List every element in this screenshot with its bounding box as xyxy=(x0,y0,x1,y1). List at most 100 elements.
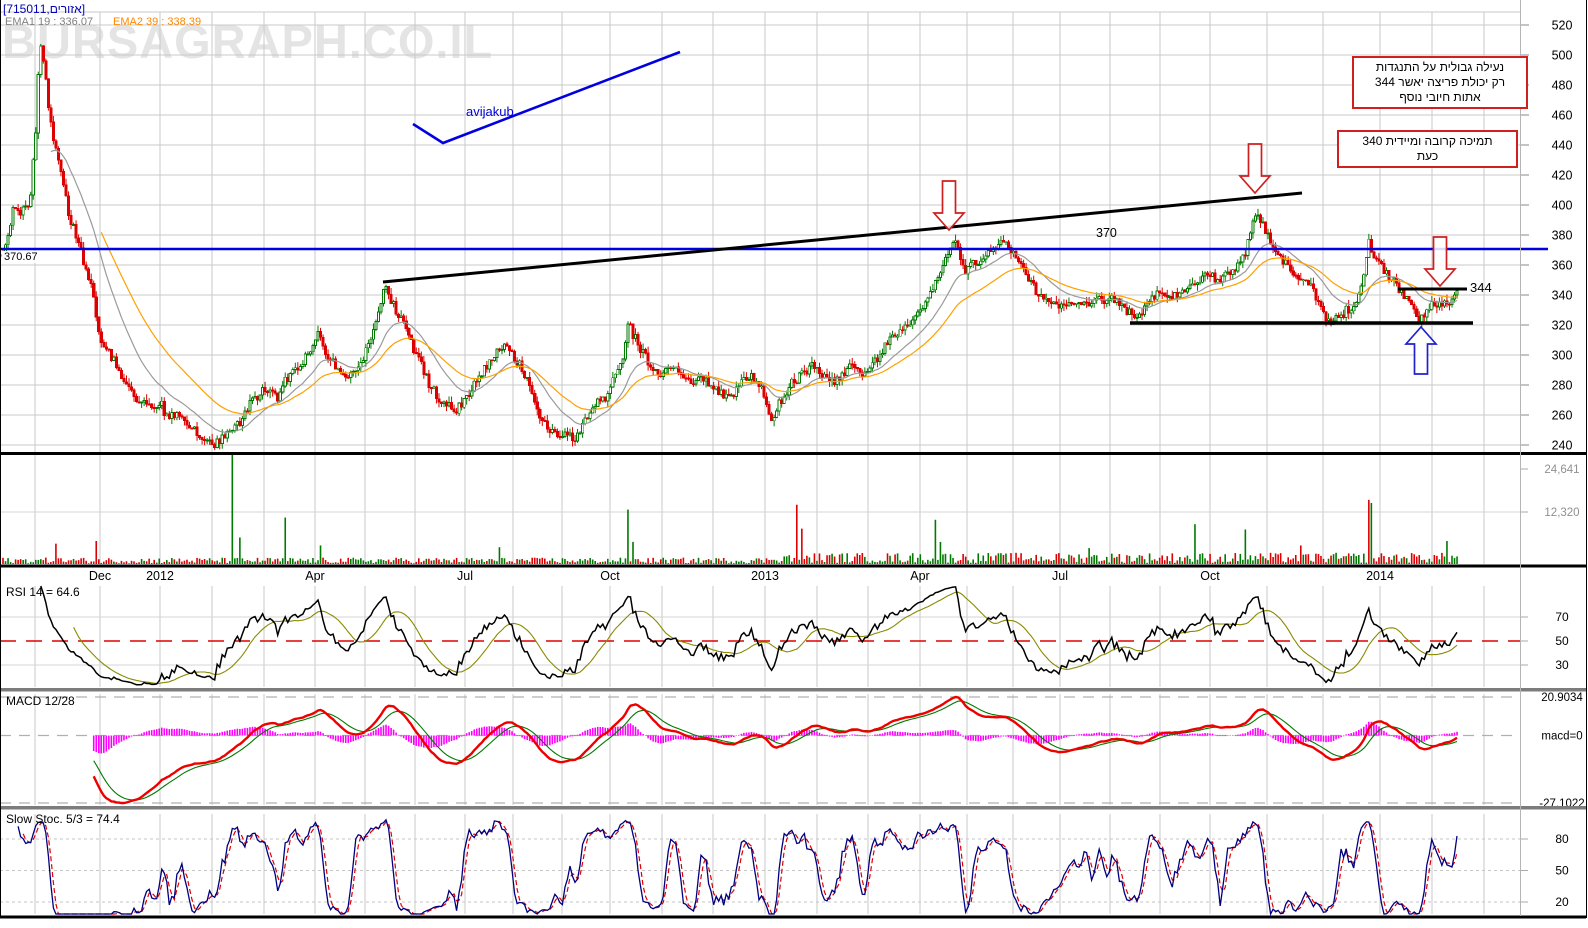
macd-histogram-bar xyxy=(634,726,637,736)
macd-histogram-bar xyxy=(871,735,874,736)
volume-bar xyxy=(1126,555,1128,564)
volume-bar xyxy=(279,561,281,564)
macd-histogram-bar xyxy=(939,731,942,736)
candle-body xyxy=(702,375,706,382)
candle-body xyxy=(1074,302,1079,305)
macd-histogram-bar xyxy=(962,735,964,737)
macd-histogram-bar xyxy=(670,735,672,741)
volume-bar xyxy=(385,561,387,564)
macd-histogram-bar xyxy=(1292,735,1295,745)
candle-body xyxy=(36,74,40,134)
candle-body xyxy=(1190,283,1194,286)
candle-body xyxy=(601,396,605,402)
candle-body xyxy=(220,434,224,444)
macd-histogram-bar xyxy=(1068,735,1070,737)
macd-histogram-bar xyxy=(700,735,702,738)
candle-body xyxy=(578,432,582,435)
volume-bar xyxy=(1030,558,1032,564)
volume-bar xyxy=(1027,559,1030,564)
volume-bar xyxy=(634,559,637,564)
volume-bar xyxy=(1226,561,1229,564)
macd-histogram-bar xyxy=(1005,735,1007,737)
candle-body xyxy=(412,339,416,353)
volume-bar xyxy=(1297,561,1300,564)
volume-bar xyxy=(1141,555,1143,564)
candle-body xyxy=(1281,255,1285,265)
volume-bar xyxy=(680,558,682,564)
volume-bar xyxy=(841,553,843,564)
macd-histogram-bar xyxy=(276,733,279,736)
volume-bar xyxy=(1385,562,1388,564)
candle-body xyxy=(1077,302,1081,305)
price-tick-label: 420 xyxy=(1552,169,1573,183)
macd-histogram-bar xyxy=(1272,735,1274,739)
macd-histogram-bar xyxy=(155,729,158,736)
volume-bar xyxy=(460,561,463,564)
candle-body xyxy=(321,336,325,347)
candle-body xyxy=(984,255,988,260)
candle-body xyxy=(525,377,529,380)
volume-bar xyxy=(808,557,811,564)
candle-body xyxy=(752,372,756,382)
price-tick-label: 400 xyxy=(1552,199,1573,213)
macd-histogram-bar xyxy=(1373,723,1375,736)
candle-body xyxy=(671,367,675,370)
volume-bar xyxy=(523,560,526,564)
volume-bar xyxy=(521,558,523,564)
macd-histogram-bar xyxy=(428,735,430,749)
macd-histogram-bar xyxy=(1108,733,1111,736)
macd-histogram-bar xyxy=(949,730,952,736)
macd-histogram-bar xyxy=(884,732,886,736)
macd-histogram-bar xyxy=(307,732,309,736)
volume-bar xyxy=(1289,559,1292,564)
macd-histogram-bar xyxy=(561,735,564,741)
macd-histogram-bar xyxy=(193,731,196,736)
macd-histogram-bar xyxy=(342,735,344,743)
candle-body xyxy=(828,376,832,382)
candle-body xyxy=(313,339,318,347)
volume-bar xyxy=(551,558,554,564)
time-axis-label: Apr xyxy=(305,569,324,583)
candle-body xyxy=(253,395,257,399)
volume-bar xyxy=(995,555,997,564)
volume-bar xyxy=(1337,558,1340,564)
macd-histogram-bar xyxy=(1405,735,1408,741)
volume-bar xyxy=(1393,555,1395,564)
candle-body xyxy=(775,410,779,418)
macd-histogram-bar xyxy=(425,735,428,748)
volume-bar xyxy=(92,561,95,564)
macd-histogram-bar xyxy=(1345,734,1347,736)
candle-body xyxy=(1329,318,1333,325)
volume-bar xyxy=(27,563,29,564)
volume-bar xyxy=(196,557,198,564)
candle-body xyxy=(187,424,192,429)
volume-bar xyxy=(511,561,513,564)
volume-bar xyxy=(1390,559,1393,564)
volume-bar xyxy=(281,558,284,564)
macd-histogram-bar xyxy=(886,732,889,736)
volume-bar xyxy=(1068,554,1070,564)
macd-histogram-bar xyxy=(760,734,763,736)
volume-bar xyxy=(37,559,40,564)
volume-bar xyxy=(392,560,395,564)
candle-body xyxy=(407,328,411,336)
candle-body xyxy=(868,367,872,373)
candle-body xyxy=(722,389,726,399)
macd-histogram-bar xyxy=(387,725,390,736)
macd-histogram-bar xyxy=(1247,731,1249,736)
macd-histogram-bar xyxy=(692,735,695,740)
volume-bar xyxy=(317,560,319,564)
volume-bar xyxy=(223,558,226,564)
macd-histogram-bar xyxy=(1012,735,1015,739)
candle-body xyxy=(709,385,713,388)
volume-bar xyxy=(1113,557,1116,564)
macd-histogram-bar xyxy=(1456,731,1458,736)
volume-bar xyxy=(861,552,864,564)
macd-histogram-bar xyxy=(1055,735,1058,741)
candle-body xyxy=(1163,292,1167,296)
candle-body xyxy=(908,324,912,327)
macd-histogram-bar xyxy=(443,735,445,745)
volume-bar xyxy=(922,560,924,564)
volume-bar xyxy=(299,558,302,564)
macd-histogram-bar xyxy=(1325,735,1327,743)
